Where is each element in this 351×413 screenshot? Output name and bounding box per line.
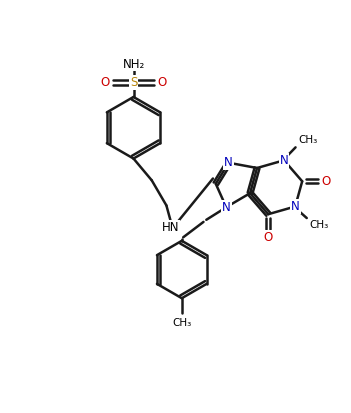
Text: HN: HN	[162, 221, 179, 234]
Text: O: O	[158, 76, 167, 89]
Text: CH₃: CH₃	[309, 221, 329, 230]
Text: O: O	[321, 175, 330, 188]
Text: N: N	[224, 156, 233, 169]
Text: N: N	[280, 154, 289, 167]
Text: CH₃: CH₃	[172, 318, 191, 328]
Text: N: N	[291, 200, 299, 213]
Text: N: N	[222, 201, 231, 214]
Text: O: O	[264, 231, 273, 244]
Text: S: S	[130, 76, 137, 89]
Text: O: O	[100, 76, 110, 89]
Text: NH₂: NH₂	[122, 57, 145, 71]
Text: CH₃: CH₃	[298, 135, 317, 145]
